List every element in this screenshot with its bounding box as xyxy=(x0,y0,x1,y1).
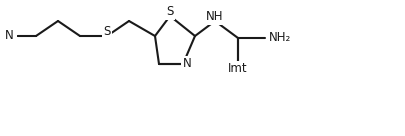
Text: N: N xyxy=(182,58,191,70)
Text: S: S xyxy=(166,5,173,18)
Text: NH: NH xyxy=(206,10,223,24)
Text: Imt: Imt xyxy=(228,63,247,75)
Text: NH₂: NH₂ xyxy=(269,32,290,44)
Text: N: N xyxy=(5,30,14,42)
Text: S: S xyxy=(103,25,111,38)
